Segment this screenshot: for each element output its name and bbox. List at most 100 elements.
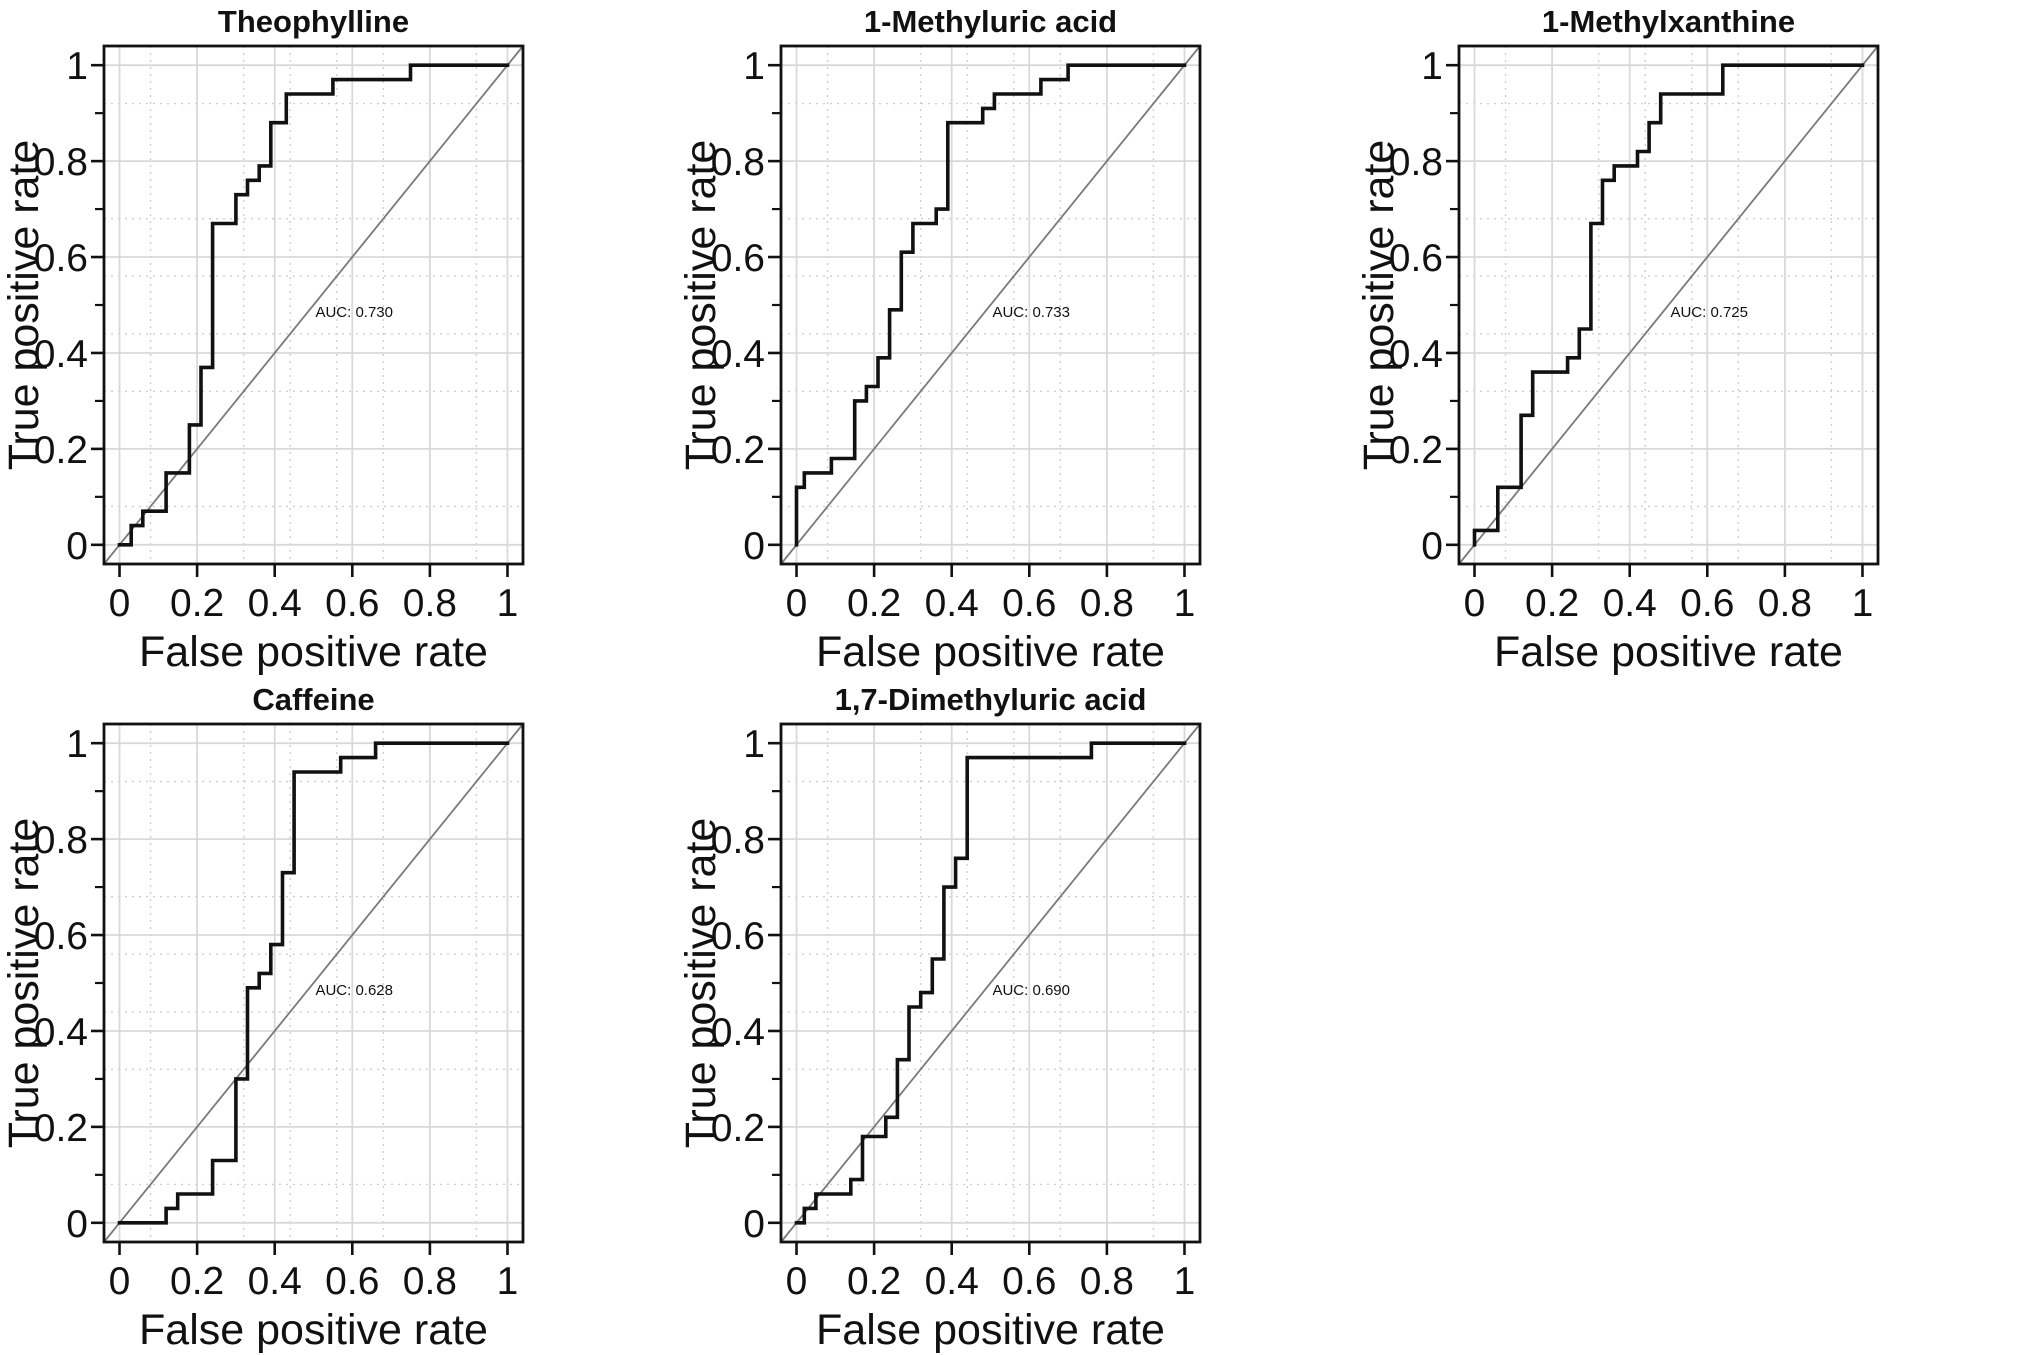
y-tick-label: 0.2 [34, 1106, 88, 1149]
x-tick-label: 0 [109, 1260, 131, 1303]
y-tick-label: 0.2 [711, 1106, 765, 1149]
x-axis-label: False positive rate [139, 1306, 488, 1354]
roc-chart-1-7-dimethyluric-acid: 00 0.2 0.2 0.4 0.4 0.6 0.6 0.8 0.8 1 1 1,7-Dimethyl… [677, 677, 1355, 1355]
roc-chart-1-methylxanthine: 00 0.2 0.2 0.4 0.4 0.6 0.6 0.8 0.8 1 1 1-Methylxant… [1354, 0, 2032, 677]
roc-panel-1-7-dimethyluric-acid: 0 0 0.2 0.2 0.4 0.4 0.6 0.6 0.8 0.8 1 1 1,7-Dimethyl… [677, 677, 1355, 1355]
x-axis-label: False positive rate [139, 628, 488, 676]
plot-background [677, 677, 1355, 1355]
x-tick-label: 0.2 [847, 1260, 901, 1303]
x-tick-label: 0.8 [1757, 582, 1811, 625]
y-tick-label: 0.2 [34, 429, 88, 472]
x-axis-label: False positive rate [1494, 628, 1843, 676]
plot-title: Theophylline [218, 4, 409, 39]
roc-chart-1-methyluric-acid: 00 0.2 0.2 0.4 0.4 0.6 0.6 0.8 0.8 1 1 1-Methyluric… [677, 0, 1355, 677]
x-axis-label: False positive rate [816, 1306, 1165, 1354]
y-tick-label: 0.4 [1388, 333, 1442, 376]
diagonal-reference-line [780, 722, 1202, 1243]
plot-title: 1-Methylxanthine [1542, 4, 1795, 39]
x-tick-label: 0.6 [1680, 582, 1734, 625]
x-tick-label: 1 [1851, 582, 1873, 625]
roc-chart-caffeine: 00 0.2 0.2 0.4 0.4 0.6 0.6 0.8 0.8 1 1 Caffeine Fals… [0, 677, 677, 1355]
roc-panel-caffeine: 0 0 0.2 0.2 0.4 0.4 0.6 0.6 0.8 0.8 1 1 Caffeine Fals… [0, 677, 678, 1355]
plot-background [0, 677, 677, 1355]
y-axis-label: True positive rate [677, 140, 725, 471]
plot-background [677, 0, 1355, 677]
auc-label: AUC: 0.628 [315, 981, 393, 998]
y-tick-label: 0.8 [711, 141, 765, 184]
auc-label: AUC: 0.733 [993, 304, 1071, 321]
y-tick-label: 0 [744, 525, 766, 568]
diagonal-reference-line [780, 45, 1202, 565]
y-tick-label: 1 [744, 723, 766, 766]
y-tick-label: 0.4 [711, 333, 765, 376]
y-tick-label: 0.6 [34, 237, 88, 280]
x-tick-label: 0.6 [1003, 582, 1057, 625]
plot-title: 1-Methyluric acid [864, 4, 1117, 39]
y-tick-label: 0.6 [711, 237, 765, 280]
auc-label: AUC: 0.690 [993, 981, 1071, 998]
x-tick-label: 0.4 [925, 1260, 979, 1303]
x-tick-label: 0.8 [1080, 1260, 1134, 1303]
x-tick-label: 0.2 [170, 582, 224, 625]
y-tick-label: 1 [744, 45, 766, 88]
roc-panel-1-methyluric-acid: 0 0 0.2 0.2 0.4 0.4 0.6 0.6 0.8 0.8 1 1 1-Methyluric… [677, 0, 1355, 678]
roc-curve [117, 63, 510, 547]
x-tick-label: 1 [1174, 582, 1196, 625]
y-tick-label: 0 [66, 525, 88, 568]
x-tick-label: 0.8 [403, 1260, 457, 1303]
x-tick-label: 0 [1463, 582, 1485, 625]
x-tick-label: 0.2 [170, 1260, 224, 1303]
y-tick-label: 1 [1421, 45, 1443, 88]
auc-label: AUC: 0.725 [1670, 304, 1748, 321]
y-tick-label: 0 [66, 1202, 88, 1245]
y-tick-label: 0.6 [1388, 237, 1442, 280]
y-tick-label: 0.4 [34, 333, 88, 376]
y-tick-label: 0.8 [34, 141, 88, 184]
x-tick-label: 0.6 [1003, 1260, 1057, 1303]
diagonal-reference-line [1457, 45, 1879, 565]
y-tick-label: 0.4 [34, 1010, 88, 1053]
y-axis-label: True positive rate [0, 817, 48, 1148]
x-tick-label: 0 [109, 582, 131, 625]
y-tick-label: 0.2 [711, 429, 765, 472]
y-tick-label: 0.6 [711, 915, 765, 958]
x-tick-label: 1 [497, 582, 519, 625]
x-tick-label: 0.4 [925, 582, 979, 625]
y-tick-label: 0 [744, 1202, 766, 1245]
x-tick-label: 1 [1174, 1260, 1196, 1303]
x-tick-label: 0.6 [325, 1260, 379, 1303]
x-tick-label: 0.8 [403, 582, 457, 625]
y-tick-label: 0.4 [711, 1010, 765, 1053]
y-axis-label: True positive rate [677, 817, 725, 1148]
y-axis-label: True positive rate [0, 140, 48, 471]
plot-title: Caffeine [252, 682, 374, 717]
roc-curve [795, 63, 1187, 547]
y-tick-label: 0 [1421, 525, 1443, 568]
roc-curve [117, 740, 510, 1225]
x-tick-label: 0 [786, 1260, 808, 1303]
roc-chart-theophylline: 00 0.2 0.2 0.4 0.4 0.6 0.6 0.8 0.8 1 1 Theophylline… [0, 0, 677, 677]
y-tick-label: 1 [66, 723, 88, 766]
roc-curve [795, 740, 1187, 1225]
diagonal-reference-line [103, 722, 524, 1243]
diagonal-reference-line [103, 45, 524, 565]
x-tick-label: 0.4 [1602, 582, 1656, 625]
x-axis-label: False positive rate [816, 628, 1165, 676]
plot-background [0, 0, 677, 677]
x-tick-label: 0.4 [248, 582, 302, 625]
auc-label: AUC: 0.730 [315, 304, 393, 321]
roc-panel-1-methylxanthine: 0 0 0.2 0.2 0.4 0.4 0.6 0.6 0.8 0.8 1 1 1-Methylxant… [1354, 0, 2032, 678]
x-tick-label: 0.6 [325, 582, 379, 625]
y-tick-label: 0.8 [711, 819, 765, 862]
y-tick-label: 0.8 [34, 819, 88, 862]
x-tick-label: 0.4 [248, 1260, 302, 1303]
roc-panel-theophylline: 0 0 0.2 0.2 0.4 0.4 0.6 0.6 0.8 0.8 1 1 Theophylline… [0, 0, 678, 678]
plot-title: 1,7-Dimethyluric acid [835, 682, 1147, 717]
x-tick-label: 1 [497, 1260, 519, 1303]
y-tick-label: 0.6 [34, 915, 88, 958]
x-tick-label: 0 [786, 582, 808, 625]
y-tick-label: 1 [66, 45, 88, 88]
plot-background [1354, 0, 2032, 677]
y-tick-label: 0.8 [1388, 141, 1442, 184]
